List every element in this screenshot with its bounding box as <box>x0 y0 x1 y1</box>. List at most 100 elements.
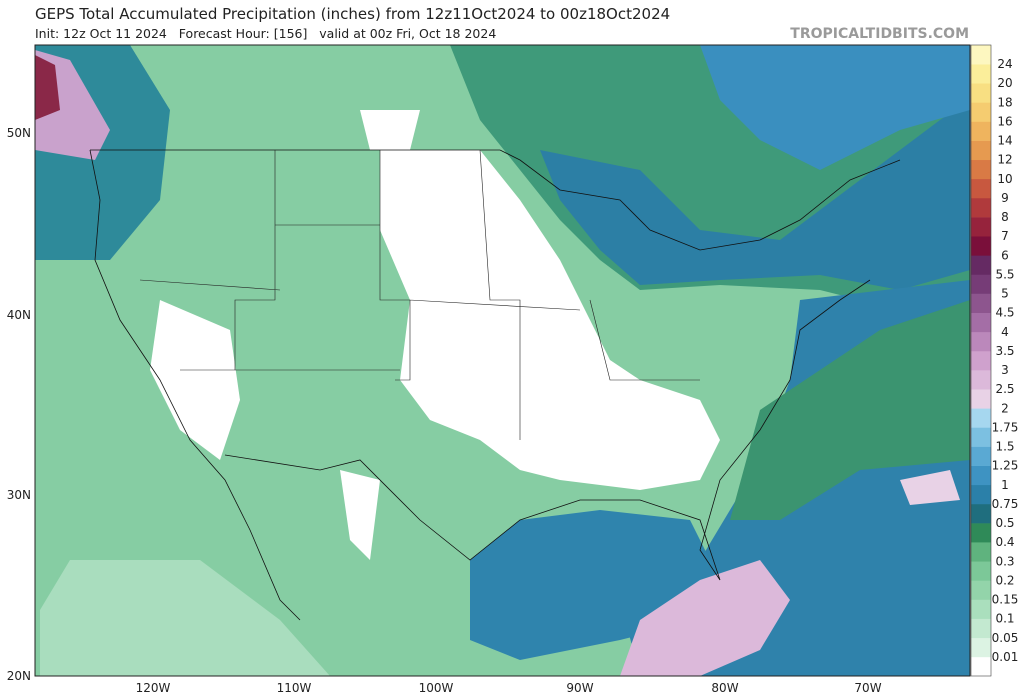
colorbar-swatch <box>971 197 991 218</box>
colorbar-swatch <box>971 561 991 581</box>
colorbar-label: 7 <box>1001 229 1009 243</box>
colorbar-swatch <box>971 331 991 352</box>
colorbar-swatch <box>971 350 991 371</box>
coastline <box>224 279 871 581</box>
border-line <box>90 149 901 251</box>
title: GEPS Total Accumulated Precipitation (in… <box>35 5 670 23</box>
map-frame <box>34 44 971 677</box>
colorbar-label: 0.05 <box>992 631 1019 645</box>
colorbar-swatch <box>971 217 991 237</box>
colorbar-swatch <box>971 140 991 161</box>
colorbar-swatch <box>971 389 991 409</box>
lat-label: 50N <box>7 126 31 140</box>
precip-area <box>700 45 970 170</box>
colorbar-label: 0.2 <box>995 573 1014 587</box>
lon-label: 110W <box>277 681 312 695</box>
colorbar-label: 5 <box>1001 287 1009 301</box>
colorbar-swatch <box>971 542 991 562</box>
lat-label: 20N <box>7 669 31 683</box>
colorbar-swatch <box>971 656 991 677</box>
colorbar-label: 10 <box>997 172 1012 186</box>
colorbar-swatch <box>971 580 991 600</box>
lon-label: 70W <box>854 681 881 695</box>
colorbar-label: 0.5 <box>995 516 1014 530</box>
colorbar-swatch <box>971 236 991 256</box>
precip-area <box>730 300 970 520</box>
colorbar-swatch <box>971 255 991 275</box>
colorbar-label: 1.5 <box>995 440 1014 454</box>
colorbar-swatch <box>971 45 991 65</box>
dry-area <box>360 110 420 150</box>
coastline <box>89 149 301 621</box>
lon-label: 90W <box>566 681 593 695</box>
colorbar-label: 18 <box>997 95 1012 109</box>
colorbar-swatch <box>971 64 991 84</box>
colorbar-label: 0.4 <box>995 535 1014 549</box>
precip-area <box>35 55 60 120</box>
colorbar-label: 1.75 <box>992 420 1019 434</box>
colorbar-swatch <box>971 484 991 505</box>
colorbar-swatch <box>971 293 991 313</box>
colorbar-label: 16 <box>997 114 1012 128</box>
colorbar-label: 12 <box>997 153 1012 167</box>
credit: TROPICALTIDBITS.COM <box>790 26 969 42</box>
colorbar-label: 4.5 <box>995 306 1014 320</box>
precip-area <box>540 100 970 290</box>
colorbar-swatch <box>971 83 991 103</box>
colorbar-label: 0.15 <box>992 593 1019 607</box>
precip-area <box>40 560 330 676</box>
colorbar-swatch <box>971 312 991 333</box>
colorbar-label: 0.1 <box>995 612 1014 626</box>
lon-label: 80W <box>711 681 738 695</box>
colorbar-swatch <box>971 503 991 524</box>
lon-label: 100W <box>419 681 454 695</box>
colorbar-swatch <box>971 599 991 619</box>
colorbar-swatch <box>971 465 991 486</box>
colorbar-label: 1 <box>1001 478 1009 492</box>
colorbar-label: 3 <box>1001 363 1009 377</box>
colorbar-swatch <box>971 370 991 390</box>
colorbar-swatch <box>971 618 991 639</box>
colorbar-swatch <box>971 446 991 466</box>
lon-label: 120W <box>136 681 171 695</box>
precip-area <box>620 560 790 676</box>
colorbar-swatch <box>971 637 991 658</box>
colorbar-label: 6 <box>1001 248 1009 262</box>
dry-area <box>340 470 380 560</box>
colorbar-label: 8 <box>1001 210 1009 224</box>
colorbar-label: 2 <box>1001 401 1009 415</box>
colorbar-label: 5.5 <box>995 267 1014 281</box>
colorbar: 0.01 0.05 0.1 0.15 0.2 0.3 0.4 0.5 0.75 1 1.25 1.5 1… <box>970 44 1019 677</box>
colorbar-label: 4 <box>1001 325 1009 339</box>
precip-area <box>900 470 960 505</box>
colorbar-swatch <box>971 159 991 180</box>
colorbar-label: 0.01 <box>992 650 1019 664</box>
lon-labels: 120W 110W 100W 90W 80W 70W <box>136 681 882 695</box>
colorbar-label: 0.3 <box>995 554 1014 568</box>
colorbar-swatch <box>971 408 991 428</box>
colorbar-swatch <box>971 121 991 141</box>
colorbar-swatch <box>971 274 991 294</box>
colorbar-label: 20 <box>997 76 1012 90</box>
colorbar-label: 0.75 <box>992 497 1019 511</box>
lat-label: 30N <box>7 488 31 502</box>
colorbar-label: 14 <box>997 134 1012 148</box>
dry-area <box>380 150 720 490</box>
colorbar-swatch <box>971 427 991 447</box>
colorbar-frame <box>970 44 992 677</box>
state-border <box>139 149 700 440</box>
dry-area <box>150 300 240 460</box>
colorbar-swatch <box>971 178 991 199</box>
colorbar-label: 2.5 <box>995 382 1014 396</box>
colorbar-label: 3.5 <box>995 344 1014 358</box>
lat-labels: 50N 40N 30N 20N <box>7 126 31 683</box>
subtitle: Init: 12z Oct 11 2024 Forecast Hour: [15… <box>35 26 496 41</box>
map <box>34 44 971 677</box>
colorbar-swatch <box>971 523 991 543</box>
colorbar-label: 24 <box>997 57 1012 71</box>
lat-label: 40N <box>7 308 31 322</box>
colorbar-label: 1.25 <box>992 459 1019 473</box>
colorbar-swatch <box>971 102 991 122</box>
colorbar-label: 9 <box>1001 191 1009 205</box>
